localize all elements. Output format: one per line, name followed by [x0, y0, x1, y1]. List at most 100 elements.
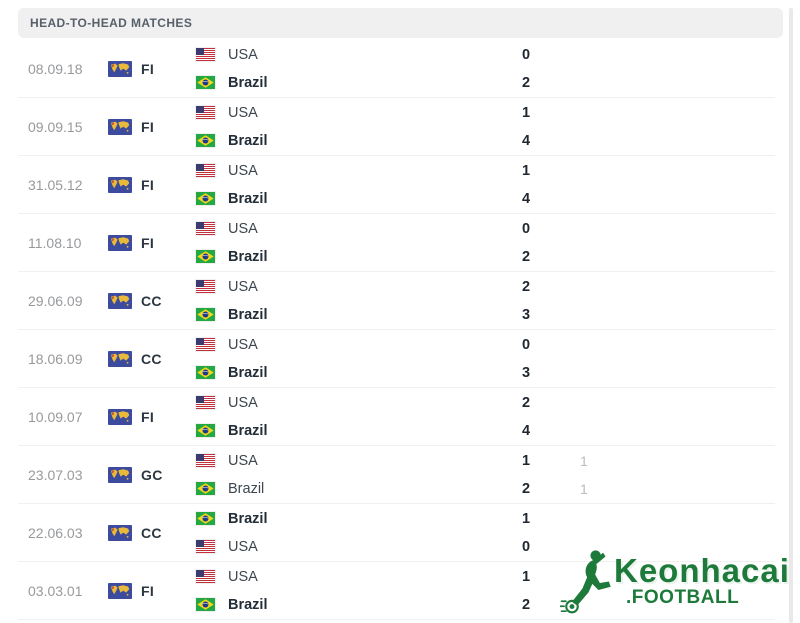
- usa-flag-icon: [196, 396, 215, 409]
- brazil-flag-icon: [196, 250, 215, 263]
- brazil-flag-icon: [196, 134, 215, 147]
- competition: CC: [108, 272, 162, 329]
- team-name: USA: [228, 278, 258, 295]
- match-row[interactable]: 18.06.09 CC USA 0 Brazil 3: [18, 330, 775, 388]
- match-date: 11.08.10: [28, 234, 82, 251]
- fifa-flag-icon: [108, 118, 132, 135]
- section-title: HEAD-TO-HEAD MATCHES: [30, 16, 193, 30]
- brazil-flag-icon: [196, 76, 215, 89]
- fifa-flag-icon: [108, 524, 132, 541]
- team-name: Brazil: [228, 364, 268, 381]
- team-name: USA: [228, 336, 258, 353]
- match-lines: USA 1 Brazil 4: [196, 156, 775, 213]
- team-line: USA 1: [196, 160, 775, 181]
- competition: FI: [108, 156, 154, 213]
- fulltime-score: 2: [522, 248, 531, 265]
- fulltime-score: 2: [522, 596, 531, 613]
- usa-flag-icon: [196, 106, 215, 119]
- fulltime-score: 2: [522, 74, 531, 91]
- brazil-flag-icon: [196, 598, 215, 611]
- match-date: 31.05.12: [28, 176, 83, 193]
- brazil-flag-icon: [196, 482, 215, 495]
- team-line: Brazil 4: [196, 420, 775, 441]
- match-date: 03.03.01: [28, 582, 83, 599]
- match-row[interactable]: 11.08.10 FI USA 0 Brazil 2: [18, 214, 775, 272]
- team-line: USA 1: [196, 566, 775, 587]
- team-line: USA 0: [196, 334, 775, 355]
- team-name: USA: [228, 104, 258, 121]
- team-name: Brazil: [228, 306, 268, 323]
- team-name: Brazil: [228, 596, 268, 613]
- team-name: Brazil: [228, 74, 268, 91]
- fifa-flag-icon: [108, 234, 132, 251]
- match-lines: USA 2 Brazil 3: [196, 272, 775, 329]
- match-row[interactable]: 09.09.15 FI USA 1 Brazil 4: [18, 98, 775, 156]
- team-line: Brazil 2 1: [196, 478, 775, 499]
- team-line: Brazil 2: [196, 594, 775, 615]
- match-row[interactable]: 23.07.03 GC USA 1 1 Brazil 2 1: [18, 446, 775, 504]
- competition: GC: [108, 446, 163, 503]
- team-line: USA 0: [196, 218, 775, 239]
- match-lines: USA 0 Brazil 2: [196, 214, 775, 271]
- competition: CC: [108, 504, 162, 561]
- match-row[interactable]: 08.09.18 FI USA 0 Brazil 2: [18, 40, 775, 98]
- fulltime-score: 1: [522, 452, 531, 469]
- brazil-flag-icon: [196, 192, 215, 205]
- match-lines: USA 1 Brazil 4: [196, 98, 775, 155]
- match-row[interactable]: 29.06.09 CC USA 2 Brazil 3: [18, 272, 775, 330]
- fifa-flag-icon: [108, 350, 132, 367]
- match-date: 29.06.09: [28, 292, 83, 309]
- match-lines: USA 1 1 Brazil 2 1: [196, 446, 775, 503]
- competition-code: GC: [141, 466, 163, 483]
- competition: FI: [108, 562, 154, 619]
- fifa-flag-icon: [108, 176, 132, 193]
- team-line: Brazil 3: [196, 362, 775, 383]
- team-name: USA: [228, 452, 258, 469]
- team-name: Brazil: [228, 248, 268, 265]
- match-date: 08.09.18: [28, 60, 83, 77]
- match-lines: USA 2 Brazil 4: [196, 388, 775, 445]
- brazil-flag-icon: [196, 366, 215, 379]
- team-line: USA 0: [196, 44, 775, 65]
- match-row[interactable]: 03.03.01 FI USA 1 Brazil 2: [18, 562, 775, 620]
- usa-flag-icon: [196, 280, 215, 293]
- team-name: USA: [228, 220, 258, 237]
- usa-flag-icon: [196, 338, 215, 351]
- competition-code: CC: [141, 292, 162, 309]
- match-date: 22.06.03: [28, 524, 83, 541]
- fulltime-score: 1: [522, 568, 531, 585]
- competition-code: CC: [141, 350, 162, 367]
- team-line: Brazil 3: [196, 304, 775, 325]
- fulltime-score: 1: [522, 510, 531, 527]
- brazil-flag-icon: [196, 308, 215, 321]
- competition-code: FI: [141, 408, 155, 425]
- team-name: Brazil: [228, 132, 268, 149]
- halftime-score: 1: [580, 452, 588, 469]
- match-date: 18.06.09: [28, 350, 83, 367]
- brazil-flag-icon: [196, 424, 215, 437]
- usa-flag-icon: [196, 570, 215, 583]
- team-line: Brazil 1: [196, 508, 775, 529]
- match-row[interactable]: 10.09.07 FI USA 2 Brazil 4: [18, 388, 775, 446]
- fulltime-score: 4: [522, 190, 531, 207]
- match-row[interactable]: 31.05.12 FI USA 1 Brazil 4: [18, 156, 775, 214]
- competition-code: FI: [141, 582, 155, 599]
- match-lines: USA 0 Brazil 2: [196, 40, 775, 97]
- competition: FI: [108, 388, 154, 445]
- scrollbar-track[interactable]: [789, 8, 793, 623]
- fulltime-score: 2: [522, 278, 531, 295]
- match-lines: USA 1 Brazil 2: [196, 562, 775, 619]
- competition-code: FI: [141, 234, 155, 251]
- fulltime-score: 4: [522, 422, 531, 439]
- fulltime-score: 3: [522, 364, 531, 381]
- competition-code: CC: [141, 524, 162, 541]
- team-name: USA: [228, 568, 258, 585]
- usa-flag-icon: [196, 222, 215, 235]
- competition-code: FI: [141, 118, 155, 135]
- team-name: Brazil: [228, 480, 265, 497]
- match-row[interactable]: 22.06.03 CC Brazil 1 USA 0: [18, 504, 775, 562]
- usa-flag-icon: [196, 540, 215, 553]
- fifa-flag-icon: [108, 292, 132, 309]
- team-name: USA: [228, 394, 258, 411]
- fifa-flag-icon: [108, 466, 132, 483]
